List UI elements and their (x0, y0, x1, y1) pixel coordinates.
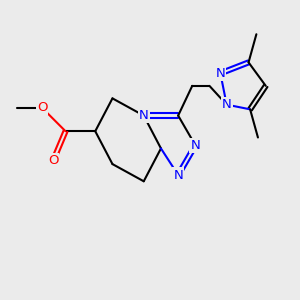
Text: N: N (173, 169, 183, 182)
Text: N: N (222, 98, 232, 111)
Text: N: N (190, 139, 200, 152)
Text: N: N (215, 67, 225, 80)
Text: O: O (48, 154, 58, 167)
Text: N: N (139, 109, 148, 122)
Text: O: O (37, 101, 47, 114)
